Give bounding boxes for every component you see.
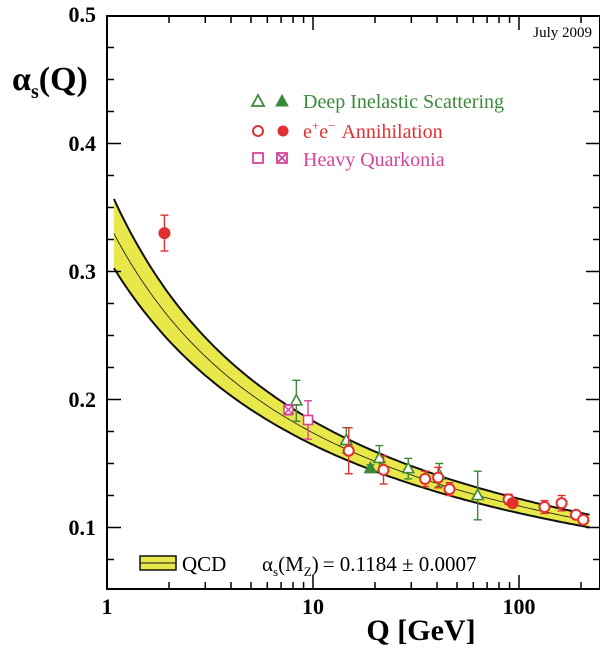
legend-marker-triangle-filled	[275, 93, 289, 107]
marker-triangle-open	[372, 450, 387, 464]
x-tick-label-100: 100	[503, 594, 536, 619]
marker-cross	[283, 404, 294, 415]
y-tick-label-0.3: 0.3	[69, 259, 97, 284]
qcd-band-center-line	[113, 233, 590, 522]
y-axis-title-suffix: (Q)	[39, 61, 88, 98]
marker-circle-open	[419, 472, 432, 485]
plot-frame	[106, 15, 600, 590]
legend-marker-circle-filled	[277, 125, 289, 137]
marker-square-open	[302, 414, 314, 426]
y-tick-label-0.5: 0.5	[69, 2, 97, 27]
legend-marker-square-crossed	[276, 152, 288, 164]
x-axis-title: Q [GeV]	[366, 614, 475, 647]
y-tick-label-0.4: 0.4	[69, 131, 97, 156]
marker-circle-open	[432, 471, 445, 484]
data-points-layer	[158, 214, 590, 526]
data-point-0-0	[289, 379, 304, 422]
data-point-1-1	[342, 426, 355, 475]
legend-label-dis: Deep Inelastic Scattering	[303, 91, 504, 113]
qcd-band-label: QCD	[182, 552, 226, 576]
marker-circle-open	[342, 444, 355, 457]
legend-marker-triangle-open	[250, 93, 266, 107]
data-point-1-0	[158, 214, 171, 252]
marker-triangle-open	[401, 460, 416, 474]
fit-arg-close: )	[312, 552, 319, 576]
fit-value: = 0.1184 ± 0.0007	[323, 552, 477, 576]
y-tick-label-0.1: 0.1	[69, 515, 97, 540]
marker-circle-filled	[158, 227, 171, 240]
marker-triangle-filled	[363, 460, 378, 474]
data-point-1-7	[506, 497, 519, 510]
legend-ee-sup1: +	[312, 118, 319, 133]
legend-marker-circle-open	[252, 125, 264, 137]
data-point-0-5	[470, 470, 485, 521]
data-point-1-2	[377, 455, 390, 485]
legend-entry-dis: Deep Inelastic Scattering	[250, 91, 504, 113]
legend-ee-label: Annihilation	[341, 121, 442, 143]
marker-triangle-open	[470, 487, 485, 501]
legend-ee-sup2: −	[328, 118, 335, 133]
x-tick-label-1: 1	[102, 594, 113, 619]
data-point-1-11	[577, 513, 590, 526]
marker-circle-open	[538, 501, 551, 514]
data-point-0-6	[363, 460, 378, 474]
y-axis-title: αs(Q)	[12, 61, 88, 103]
data-point-1-9	[555, 494, 568, 512]
data-point-2-1	[302, 400, 314, 440]
y-axis-title-symbol: α	[12, 61, 31, 98]
data-point-1-4	[432, 466, 445, 489]
tick-marks-layer	[107, 16, 600, 589]
data-point-1-3	[419, 470, 432, 488]
marker-circle-open	[377, 463, 390, 476]
x-tick-label-10: 10	[302, 594, 324, 619]
legend-entry-quarkonia: Heavy Quarkonia	[252, 149, 445, 171]
data-point-1-5	[443, 482, 456, 497]
marker-triangle-open	[289, 393, 304, 406]
fit-arg-open: (M	[278, 552, 304, 576]
data-point-0-3	[401, 457, 416, 480]
y-axis-title-subscript: s	[31, 81, 39, 103]
fit-alpha-symbol: α	[262, 552, 273, 576]
legend: Deep Inelastic Scattering e+e− Annihilati…	[250, 91, 504, 171]
marker-circle-open	[443, 483, 456, 496]
fit-alpha-subscript: s	[273, 564, 278, 579]
legend-ee-e1: e	[303, 121, 312, 143]
legend-label-quarkonia: Heavy Quarkonia	[303, 149, 445, 171]
marker-circle-open	[555, 497, 568, 510]
qcd-fit-text: αs(MZ) = 0.1184 ± 0.0007	[262, 552, 477, 579]
marker-circle-filled	[506, 497, 519, 510]
qcd-band-layer	[112, 198, 590, 529]
legend-entry-ee: e+e− Annihilation	[252, 118, 443, 143]
y-tick-label-0.2: 0.2	[69, 387, 97, 412]
fit-arg-subscript: Z	[304, 564, 312, 579]
data-point-1-8	[538, 499, 551, 515]
qcd-band-fill	[113, 198, 590, 528]
data-point-2-0	[283, 403, 294, 416]
qcd-band-lower-edge	[113, 267, 590, 529]
legend-marker-square-open	[252, 152, 264, 164]
date-note: July 2009	[533, 25, 592, 41]
legend-marker-square-cross	[276, 152, 288, 164]
legend-ee-e2: e	[319, 121, 328, 143]
qcd-band-legend: QCD αs(MZ) = 0.1184 ± 0.0007	[139, 552, 477, 579]
marker-circle-open	[577, 513, 590, 526]
legend-label-ee: e+e− Annihilation	[303, 118, 443, 143]
